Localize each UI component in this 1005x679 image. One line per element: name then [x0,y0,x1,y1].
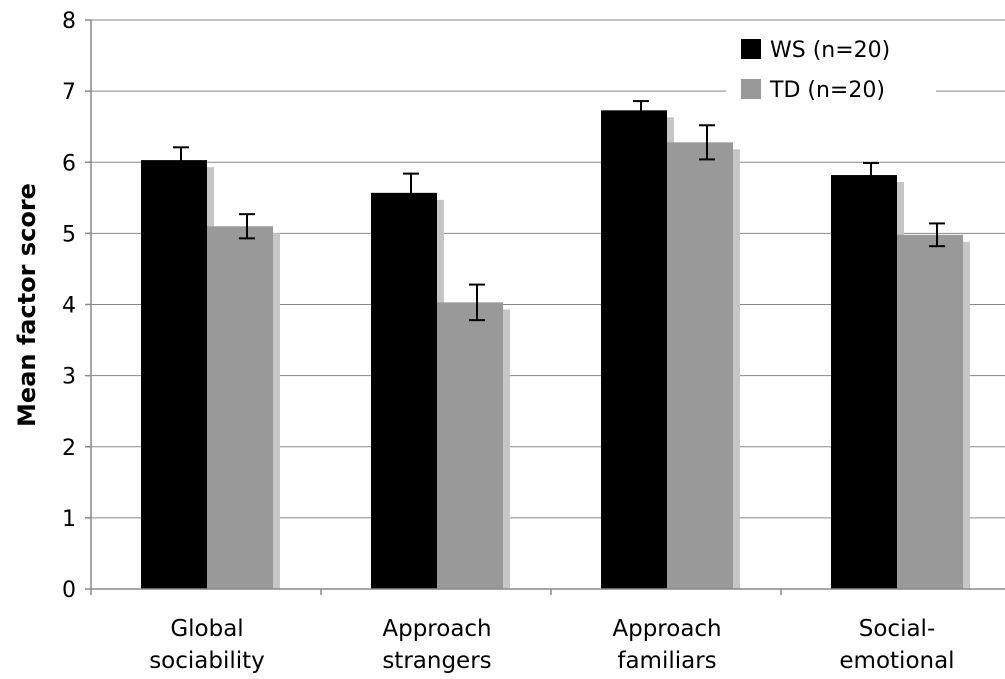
bars [141,110,970,590]
legend: WS (n=20) TD (n=20) [726,28,936,106]
axes [85,19,1005,595]
x-category-labels: Global sociability Approach strangers Approa… [149,616,954,674]
x-category-label: Global [170,616,243,642]
y-tick-label: 3 [62,365,76,390]
y-tick-labels: 0 1 2 3 4 5 6 7 8 [62,9,76,603]
y-tick-label: 2 [62,436,76,461]
bar [371,192,437,590]
y-axis-label: Mean factor score [13,183,41,427]
x-category-label: familiars [617,648,716,674]
bar [897,234,963,590]
bar [831,175,897,590]
bar [141,160,207,589]
x-category-label: Social- [859,616,936,642]
bar [437,302,503,589]
y-tick-label: 5 [62,222,76,247]
x-category-label: emotional [839,648,954,674]
bar [667,142,733,589]
y-tick-label: 1 [62,507,76,532]
legend-swatch-ws [741,39,761,59]
y-tick-label: 6 [62,151,76,176]
legend-label-td: TD (n=20) [769,78,885,103]
bar [601,110,667,590]
y-tick-label: 0 [62,578,76,603]
error-bars [173,100,945,322]
legend-swatch-td [741,79,761,99]
y-tick-label: 8 [62,9,76,34]
y-tick-label: 4 [62,294,76,319]
x-category-label: Approach [612,616,721,642]
x-category-label: strangers [382,648,491,674]
x-category-label: sociability [149,648,265,674]
y-tick-label: 7 [62,80,76,105]
x-category-label: Approach [382,616,491,642]
legend-label-ws: WS (n=20) [770,38,890,63]
bar [207,226,273,589]
